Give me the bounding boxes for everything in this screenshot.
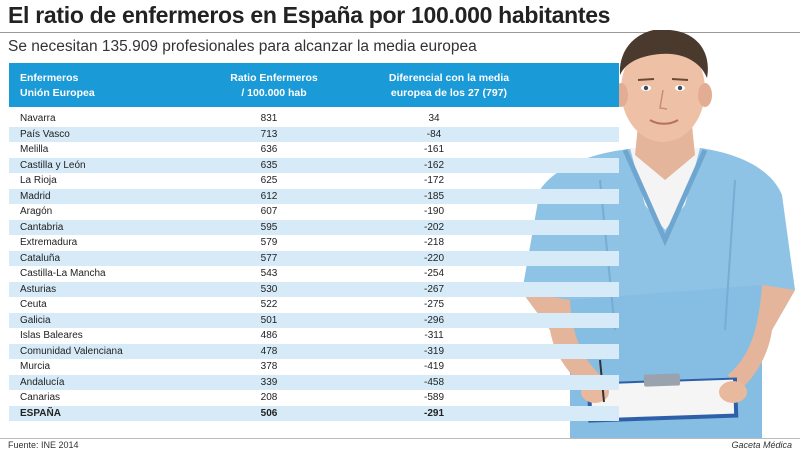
region-cell: Asturias bbox=[20, 283, 57, 295]
ratio-cell: 625 bbox=[260, 175, 278, 186]
region-cell: Aragón bbox=[20, 206, 53, 217]
table-row: Galicia 501 -296 bbox=[9, 312, 619, 328]
table-row: Aragón 607 -190 bbox=[9, 204, 619, 220]
region-cell: País Vasco bbox=[20, 128, 70, 140]
difference-cell: -185 bbox=[423, 190, 444, 202]
ratio-cell: 501 bbox=[260, 314, 278, 326]
ratio-cell: 478 bbox=[260, 345, 278, 357]
difference-cell: -220 bbox=[423, 252, 444, 264]
difference-cell: -190 bbox=[423, 206, 444, 217]
region-cell: Extremadura bbox=[20, 237, 78, 248]
region-cell: Canarias bbox=[20, 392, 61, 403]
region-cell: Andalucía bbox=[20, 376, 65, 388]
ratio-cell: 831 bbox=[260, 113, 278, 124]
region-cell: Murcia bbox=[20, 361, 51, 372]
difference-cell: -218 bbox=[423, 237, 444, 248]
difference-cell: -172 bbox=[423, 175, 444, 186]
ratio-cell: 607 bbox=[260, 206, 278, 217]
difference-cell: -458 bbox=[423, 376, 444, 388]
ratio-cell: 378 bbox=[260, 361, 278, 372]
region-cell: Castilla-La Mancha bbox=[20, 268, 106, 279]
table-row: Melilla 636 -161 bbox=[9, 142, 619, 158]
ratio-cell: 635 bbox=[260, 159, 278, 171]
ratio-cell: 530 bbox=[260, 283, 278, 295]
difference-cell: 34 bbox=[428, 113, 440, 124]
difference-cell: -419 bbox=[423, 361, 444, 372]
title-divider bbox=[0, 32, 800, 33]
table-row: Comunidad Valenciana 478 -319 bbox=[9, 343, 619, 359]
table-row: Extremadura 579 -218 bbox=[9, 235, 619, 251]
ratio-cell: 339 bbox=[260, 376, 278, 388]
ratio-cell: 577 bbox=[260, 252, 278, 264]
table-row: Navarra 831 34 bbox=[9, 111, 619, 127]
region-cell: Navarra bbox=[20, 113, 56, 124]
difference-cell: -296 bbox=[423, 314, 444, 326]
publisher-credit: Gaceta Médica bbox=[731, 440, 792, 450]
page-title: El ratio de enfermeros en España por 100… bbox=[8, 2, 611, 28]
table-row: Castilla-La Mancha 543 -254 bbox=[9, 266, 619, 282]
difference-cell: -311 bbox=[424, 330, 444, 341]
region-cell: Cantabria bbox=[20, 221, 64, 233]
difference-cell: -161 bbox=[423, 144, 444, 155]
ratio-cell: 506 bbox=[260, 407, 278, 419]
region-cell: ESPAÑA bbox=[20, 407, 61, 419]
region-cell: Islas Baleares bbox=[20, 330, 83, 341]
table-row-total: ESPAÑA 506 -291 bbox=[9, 405, 619, 421]
difference-cell: -202 bbox=[423, 221, 444, 233]
ratio-cell: 579 bbox=[260, 237, 278, 248]
table-row: Cataluña 577 -220 bbox=[9, 250, 619, 266]
difference-cell: -589 bbox=[423, 392, 444, 403]
nurse-ratio-table: Enfermeros Unión Europea Ratio Enfermero… bbox=[9, 63, 619, 436]
table-row: Murcia 378 -419 bbox=[9, 359, 619, 375]
region-cell: Castilla y León bbox=[20, 159, 86, 171]
difference-cell: -291 bbox=[423, 407, 444, 419]
ratio-cell: 208 bbox=[260, 392, 278, 403]
table-row: Canarias 208 -589 bbox=[9, 390, 619, 406]
difference-cell: -275 bbox=[423, 299, 444, 310]
region-cell: La Rioja bbox=[20, 175, 57, 186]
difference-cell: -162 bbox=[423, 159, 444, 171]
difference-cell: -319 bbox=[423, 345, 444, 357]
ratio-cell: 522 bbox=[260, 299, 278, 310]
source-note: Fuente: INE 2014 bbox=[8, 440, 79, 450]
header-ratio: Ratio Enfermeros / 100.000 hab bbox=[230, 72, 318, 99]
header-region: Enfermeros Unión Europea bbox=[20, 72, 95, 99]
region-cell: Cataluña bbox=[20, 252, 61, 264]
table-row: La Rioja 625 -172 bbox=[9, 173, 619, 189]
table-row: Castilla y León 635 -162 bbox=[9, 157, 619, 173]
ratio-cell: 636 bbox=[260, 144, 278, 155]
difference-cell: -254 bbox=[423, 268, 444, 279]
table-row: Madrid 612 -185 bbox=[9, 188, 619, 204]
page-subtitle: Se necesitan 135.909 profesionales para … bbox=[8, 38, 477, 55]
table-row: Islas Baleares 486 -311 bbox=[9, 328, 619, 344]
footer-divider bbox=[0, 438, 800, 439]
table-header: Enfermeros Unión Europea Ratio Enfermero… bbox=[9, 63, 619, 107]
ratio-cell: 543 bbox=[260, 268, 278, 279]
region-cell: Ceuta bbox=[20, 299, 47, 310]
region-cell: Comunidad Valenciana bbox=[20, 345, 123, 357]
table-row: Ceuta 522 -275 bbox=[9, 297, 619, 313]
table-body: Navarra 831 34 País Vasco 713 -84 Melilla 636… bbox=[9, 111, 619, 421]
region-cell: Galicia bbox=[20, 314, 51, 326]
ratio-cell: 612 bbox=[260, 190, 278, 202]
table-row: Andalucía 339 -458 bbox=[9, 374, 619, 390]
region-cell: Melilla bbox=[20, 144, 49, 155]
difference-cell: -267 bbox=[423, 283, 444, 295]
difference-cell: -84 bbox=[426, 128, 442, 140]
ratio-cell: 713 bbox=[260, 128, 278, 140]
table-row: Asturias 530 -267 bbox=[9, 281, 619, 297]
table-row: País Vasco 713 -84 bbox=[9, 126, 619, 142]
ratio-cell: 595 bbox=[260, 221, 278, 233]
header-difference: Diferencial con la media europea de los … bbox=[388, 72, 510, 99]
table-row: Cantabria 595 -202 bbox=[9, 219, 619, 235]
region-cell: Madrid bbox=[20, 190, 51, 202]
ratio-cell: 486 bbox=[260, 330, 278, 341]
